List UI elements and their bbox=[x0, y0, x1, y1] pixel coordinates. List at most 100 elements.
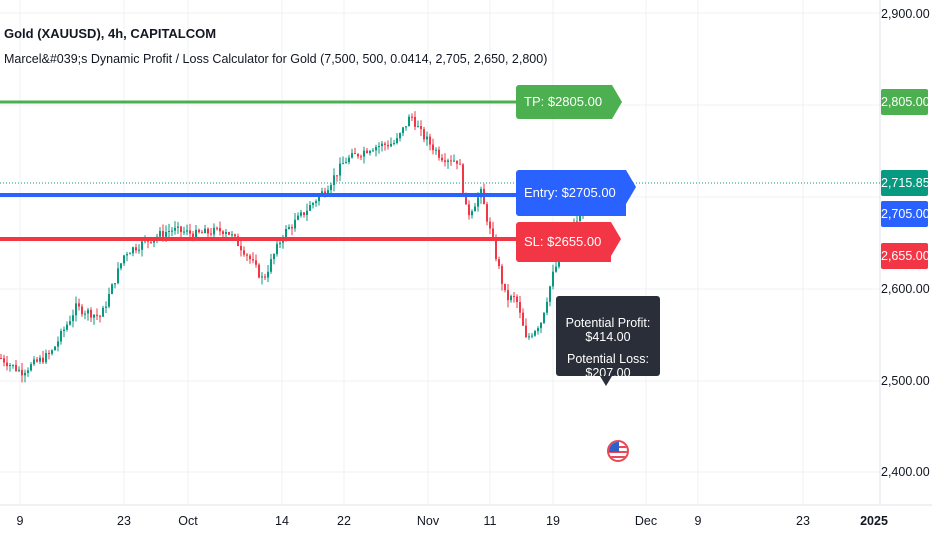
candle-body bbox=[105, 306, 107, 308]
candle-body bbox=[180, 226, 182, 233]
candle-body bbox=[75, 303, 77, 316]
candle-body bbox=[345, 162, 347, 164]
candle-body bbox=[150, 241, 152, 243]
sl-price-badge: 2,655.00 bbox=[881, 243, 930, 269]
candle-body bbox=[528, 336, 530, 338]
candle-body bbox=[432, 144, 434, 151]
price-tick-2600: 2,600.00 bbox=[881, 282, 930, 296]
candle-body bbox=[264, 276, 266, 278]
candle-body bbox=[459, 163, 461, 165]
candle-body bbox=[387, 144, 389, 147]
time-label: 9 bbox=[16, 514, 24, 528]
candle-body bbox=[288, 227, 290, 229]
candle-body bbox=[396, 138, 398, 143]
candle-body bbox=[222, 231, 224, 234]
sl-flag[interactable]: SL: $2655.00 bbox=[516, 222, 622, 262]
candle-body bbox=[258, 264, 260, 278]
candle-body bbox=[420, 126, 422, 130]
candle-body bbox=[429, 136, 431, 145]
candle-body bbox=[516, 296, 518, 303]
time-label: Nov bbox=[416, 514, 440, 528]
candle-body bbox=[279, 242, 281, 244]
candle-body bbox=[531, 335, 533, 337]
candle-body bbox=[252, 259, 254, 261]
candle-body bbox=[507, 290, 509, 301]
candle-body bbox=[270, 259, 272, 272]
candle-body bbox=[327, 190, 329, 195]
candle-body bbox=[339, 163, 341, 176]
candle-body bbox=[369, 150, 371, 154]
candle-body bbox=[171, 230, 173, 232]
candle-body bbox=[354, 153, 356, 155]
candle-body bbox=[228, 231, 230, 235]
candle-body bbox=[114, 283, 116, 285]
entry-flag[interactable]: Entry: $2705.00 bbox=[516, 170, 636, 216]
price-tick-2500: 2,500.00 bbox=[881, 374, 930, 388]
time-label: Dec bbox=[634, 514, 658, 528]
candle-body bbox=[579, 211, 581, 222]
tp-flag[interactable]: TP: $2805.00 bbox=[516, 85, 623, 119]
candle-body bbox=[0, 358, 2, 360]
candle-body bbox=[39, 357, 41, 362]
candle-body bbox=[6, 362, 8, 367]
candle-body bbox=[165, 231, 167, 237]
price-tick-2900: 2,900.00 bbox=[881, 7, 930, 21]
candle-body bbox=[447, 160, 449, 162]
candle-body bbox=[219, 228, 221, 232]
us-flag-event-icon[interactable] bbox=[607, 440, 629, 462]
profit-loss-tooltip: Potential Profit: $414.00 Potential Loss… bbox=[556, 296, 660, 386]
candle-body bbox=[96, 314, 98, 316]
candle-body bbox=[474, 206, 476, 212]
candle-body bbox=[501, 266, 503, 284]
candle-body bbox=[189, 230, 191, 234]
candle-body bbox=[408, 116, 410, 127]
candle-body bbox=[174, 227, 176, 231]
candle-body bbox=[12, 364, 14, 366]
candle-body bbox=[123, 255, 125, 264]
candle-body bbox=[30, 364, 32, 371]
indicator-title[interactable]: Marcel&#039;s Dynamic Profit / Loss Calc… bbox=[4, 52, 548, 66]
candle-body bbox=[243, 250, 245, 255]
candle-body bbox=[276, 243, 278, 255]
candle-body bbox=[465, 192, 467, 205]
time-label: 11 bbox=[483, 514, 497, 528]
candle-body bbox=[363, 150, 365, 157]
candle-body bbox=[186, 230, 188, 232]
candle-body bbox=[300, 212, 302, 216]
candle-body bbox=[60, 330, 62, 342]
potential-loss: Potential Loss: $207.00 bbox=[567, 352, 649, 380]
last-price-badge: 2,715.85 bbox=[881, 170, 930, 196]
candle-body bbox=[426, 136, 428, 140]
candle-body bbox=[411, 116, 413, 118]
candle-body bbox=[192, 233, 194, 238]
candle-body bbox=[555, 266, 557, 272]
candle-body bbox=[312, 203, 314, 205]
candle-body bbox=[159, 231, 161, 237]
symbol-title[interactable]: Gold (XAUUSD), 4h, CAPITALCOM bbox=[4, 26, 217, 41]
sl-flag-label: SL: $2655.00 bbox=[524, 234, 602, 249]
candle-body bbox=[498, 259, 500, 267]
candle-body bbox=[303, 212, 305, 215]
entry-price-badge: 2,705.00 bbox=[881, 201, 930, 227]
candle-body bbox=[129, 253, 131, 255]
candle-body bbox=[378, 146, 380, 148]
candle-body bbox=[486, 204, 488, 222]
candle-body bbox=[495, 239, 497, 260]
candle-body bbox=[441, 157, 443, 161]
candle-body bbox=[84, 313, 86, 315]
candle-body bbox=[234, 234, 236, 237]
candle-body bbox=[87, 309, 89, 314]
candle-body bbox=[390, 143, 392, 147]
candle-body bbox=[519, 302, 521, 313]
candle-body bbox=[72, 315, 74, 322]
time-label: 23 bbox=[117, 514, 131, 528]
candle-body bbox=[546, 301, 548, 313]
candle-body bbox=[522, 312, 524, 326]
candle-body bbox=[402, 127, 404, 134]
price-tick-2400: 2,400.00 bbox=[881, 465, 930, 479]
candle-body bbox=[216, 227, 218, 229]
candle-body bbox=[255, 260, 257, 265]
potential-profit: Potential Profit: $414.00 bbox=[565, 316, 651, 344]
candle-body bbox=[273, 254, 275, 260]
